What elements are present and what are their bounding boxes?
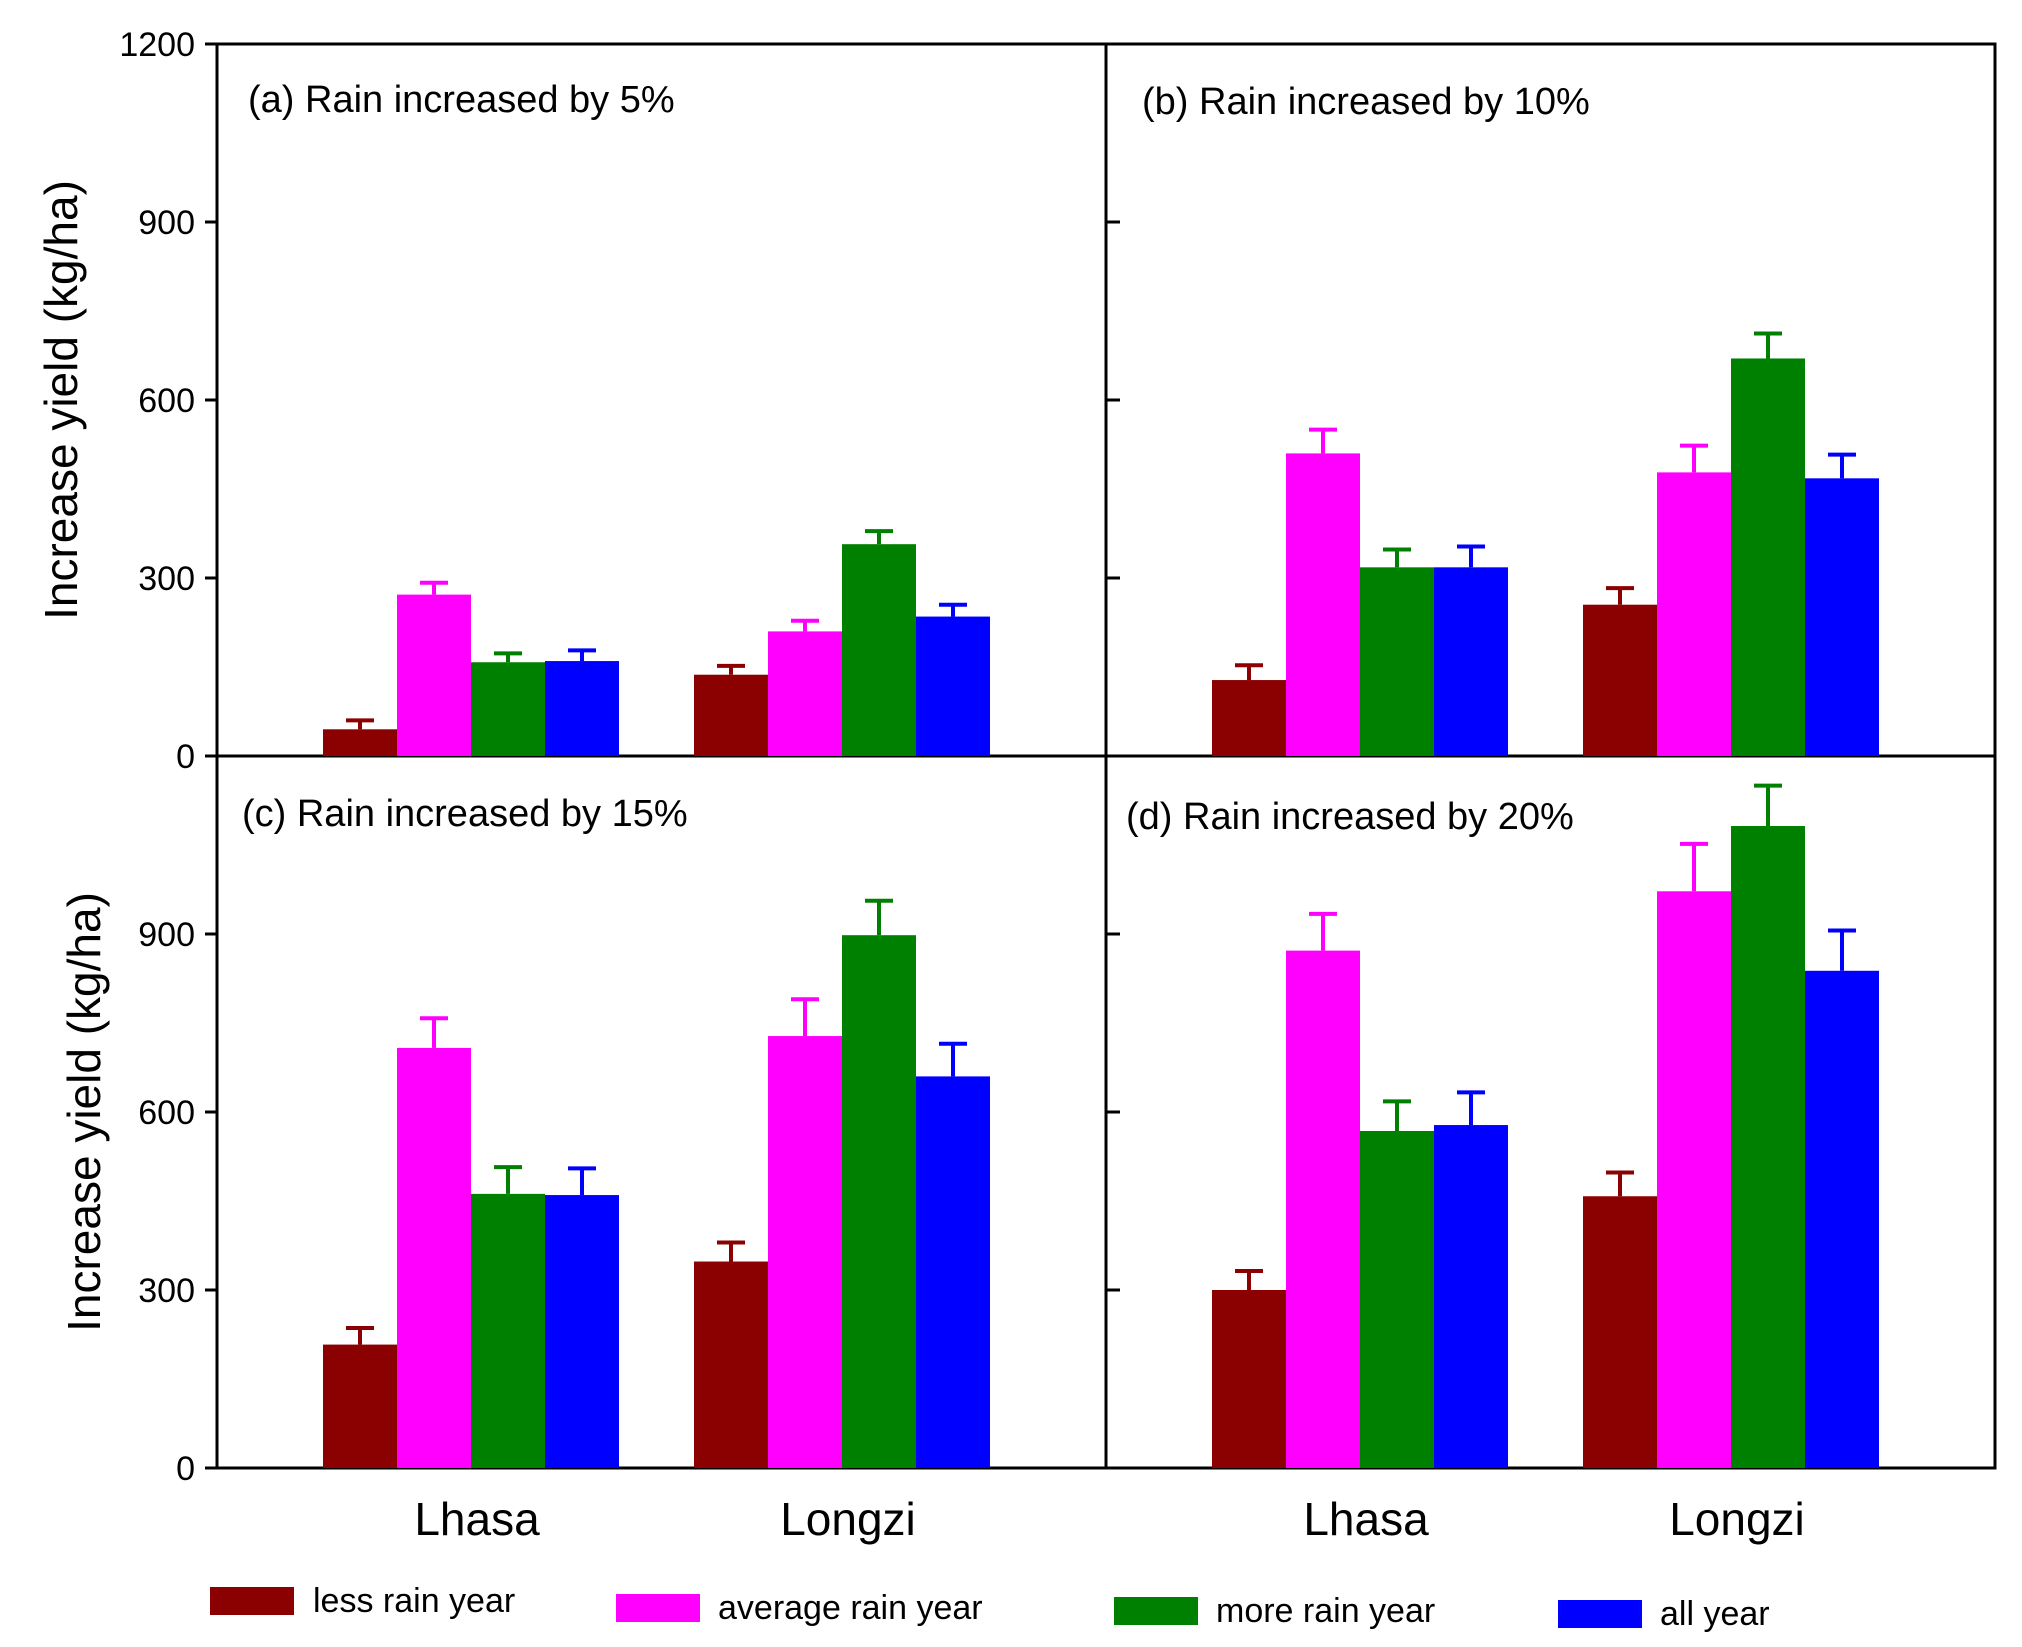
legend-label-average-rain: average rain year (718, 1589, 983, 1627)
bar-c-longzi-more-rain-year (842, 935, 916, 1468)
bar-d-lhasa-all-year (1434, 1125, 1508, 1468)
bar-b-lhasa-more-rain-year (1360, 567, 1434, 756)
bar-b-lhasa-average-rain-year (1286, 453, 1360, 756)
bar-b-lhasa-all-year (1434, 567, 1508, 756)
y-lower-tick-label-300: 300 (138, 1272, 195, 1310)
bar-a-lhasa-average-rain-year (397, 594, 471, 756)
legend: less rain year average rain year more ra… (210, 1582, 1770, 1633)
legend-label-less-rain: less rain year (313, 1582, 515, 1620)
y-upper-tick-label-900: 900 (138, 204, 195, 242)
bar-a-longzi-all-year (916, 616, 990, 756)
bar-d-lhasa-average-rain-year (1286, 950, 1360, 1468)
bar-d-lhasa-more-rain-year (1360, 1130, 1434, 1468)
bar-c-longzi-all-year (916, 1076, 990, 1468)
category-label-longzi-right: Longzi (1669, 1493, 1805, 1545)
bar-b-longzi-less-rain-year (1583, 604, 1657, 756)
bar-b-longzi-more-rain-year (1731, 358, 1805, 756)
panel-title-d: (d) Rain increased by 20% (1126, 796, 1574, 838)
bar-c-lhasa-less-rain-year (323, 1344, 397, 1468)
bar-d-longzi-more-rain-year (1731, 826, 1805, 1468)
bar-b-lhasa-less-rain-year (1212, 680, 1286, 756)
bar-a-lhasa-more-rain-year (471, 662, 545, 756)
bar-a-longzi-less-rain-year (694, 674, 768, 756)
category-label-lhasa-right: Lhasa (1303, 1493, 1429, 1545)
bar-d-longzi-less-rain-year (1583, 1196, 1657, 1468)
bar-d-longzi-average-rain-year (1657, 891, 1731, 1468)
bar-c-lhasa-more-rain-year (471, 1193, 545, 1468)
bars-group (323, 331, 1879, 1468)
category-label-lhasa-left: Lhasa (414, 1493, 540, 1545)
legend-label-all-year: all year (1660, 1595, 1770, 1633)
y-upper-tick-label-600: 600 (138, 382, 195, 420)
y-lower-tick-label-600: 600 (138, 1094, 195, 1132)
panel-title-a: (a) Rain increased by 5% (248, 79, 675, 121)
bar-a-longzi-average-rain-year (768, 631, 842, 756)
panel-title-b: (b) Rain increased by 10% (1142, 81, 1590, 123)
legend-swatch-all-year (1558, 1600, 1642, 1628)
bar-d-longzi-all-year (1805, 970, 1879, 1468)
legend-label-more-rain: more rain year (1216, 1592, 1435, 1630)
bar-c-lhasa-average-rain-year (397, 1047, 471, 1468)
bar-d-lhasa-less-rain-year (1212, 1290, 1286, 1468)
y-axis-ticks: 0 300 600 900 1200 0 300 600 900 (119, 26, 1120, 1488)
bar-a-lhasa-less-rain-year (323, 729, 397, 756)
bar-c-longzi-average-rain-year (768, 1036, 842, 1468)
y-axis-label-upper: Increase yield (kg/ha) (35, 180, 87, 620)
y-lower-tick-label-900: 900 (138, 916, 195, 954)
bar-c-longzi-less-rain-year (694, 1261, 768, 1468)
y-upper-tick-label-0: 0 (176, 738, 195, 776)
bar-b-longzi-average-rain-year (1657, 472, 1731, 756)
y-upper-tick-label-1200: 1200 (119, 26, 195, 64)
y-upper-tick-label-300: 300 (138, 560, 195, 598)
bar-b-longzi-all-year (1805, 478, 1879, 756)
bar-a-lhasa-all-year (545, 661, 619, 756)
bar-a-longzi-more-rain-year (842, 544, 916, 756)
y-lower-tick-label-0: 0 (176, 1450, 195, 1488)
y-axis-label-lower: Increase yield (kg/ha) (58, 892, 110, 1332)
legend-swatch-less-rain (210, 1587, 294, 1615)
legend-swatch-more-rain (1114, 1597, 1198, 1625)
category-label-longzi-left: Longzi (780, 1493, 916, 1545)
bar-c-lhasa-all-year (545, 1195, 619, 1468)
panel-title-c: (c) Rain increased by 15% (242, 793, 688, 835)
legend-swatch-average-rain (616, 1594, 700, 1622)
